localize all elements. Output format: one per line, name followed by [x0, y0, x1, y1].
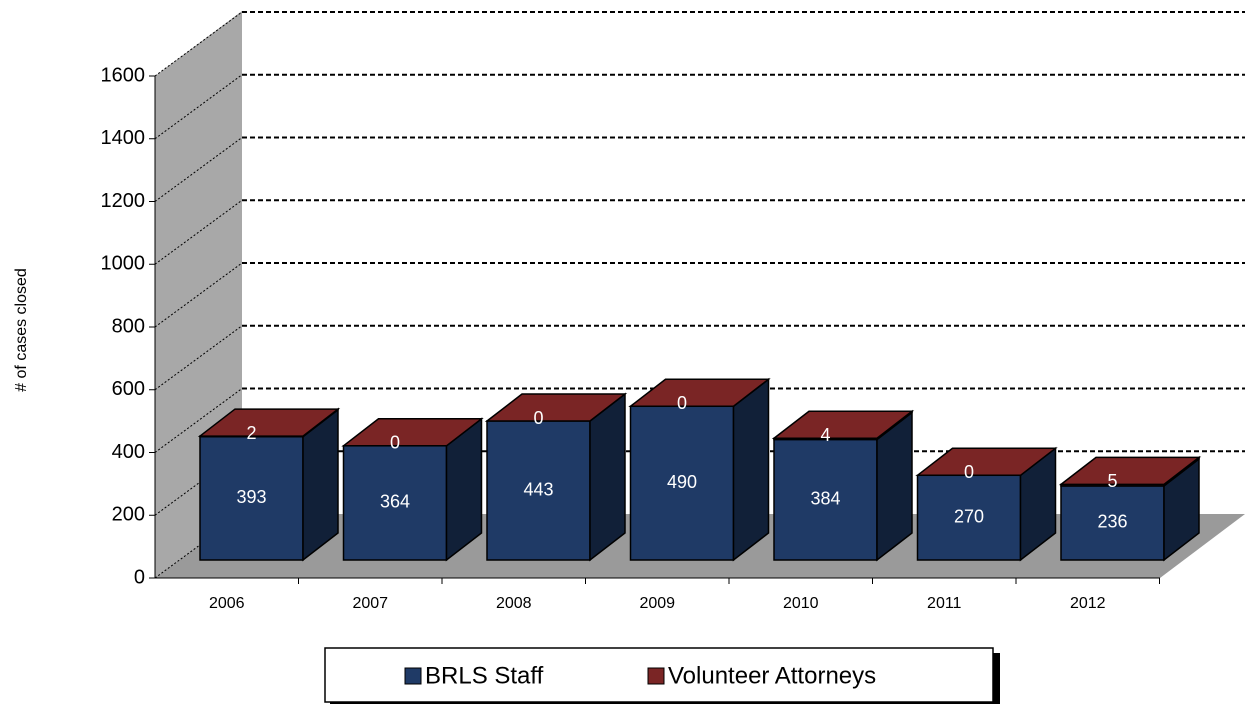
bar-top [484, 393, 628, 422]
x-tick-label: 2007 [352, 595, 388, 612]
legend-label: BRLS Staff [425, 662, 544, 689]
value-label: 393 [236, 487, 266, 507]
bar-front [342, 445, 448, 561]
value-label: 443 [523, 479, 553, 499]
x-tick-label: 2010 [783, 595, 819, 612]
value-label: 0 [533, 408, 543, 428]
legend-swatch [404, 667, 422, 685]
bar-top [197, 408, 341, 437]
bar-top [915, 447, 1058, 477]
x-tick-label: 2006 [209, 595, 245, 612]
y-axis-label: # of cases closed [13, 268, 30, 392]
value-label: 0 [677, 393, 687, 413]
x-tick-label: 2009 [639, 595, 675, 612]
value-label: 0 [390, 433, 400, 453]
value-label: 270 [954, 506, 984, 526]
y-tick-label: 200 [112, 504, 145, 526]
bar-front [773, 438, 878, 561]
value-label: 384 [810, 489, 840, 509]
y-tick-label: 0 [134, 566, 145, 588]
bar-front [486, 420, 591, 561]
x-tick-label: 2012 [1070, 595, 1106, 612]
value-label: 364 [380, 492, 410, 512]
legend-label: Volunteer Attorneys [668, 662, 876, 689]
value-label: 490 [667, 472, 697, 492]
bar-top [1058, 456, 1202, 486]
x-tick-label: 2008 [496, 595, 532, 612]
bar-top [628, 378, 771, 408]
y-tick-label: 1200 [101, 190, 146, 212]
value-label: 236 [1097, 512, 1127, 532]
bar-side [589, 392, 626, 562]
bar-front [1060, 485, 1165, 561]
bar-side [732, 377, 770, 562]
y-tick-label: 400 [112, 441, 145, 463]
y-tick-label: 1000 [101, 253, 146, 275]
bar-top [341, 418, 484, 447]
value-label: 0 [964, 462, 974, 482]
bar-top [771, 410, 915, 440]
value-label: 4 [820, 425, 830, 445]
y-tick-label: 600 [112, 378, 145, 400]
value-label: 2 [246, 423, 256, 443]
y-tick-label: 1400 [101, 127, 146, 149]
y-tick-label: 1600 [101, 64, 146, 86]
legend-swatch [647, 667, 665, 685]
x-tick-label: 2011 [927, 595, 962, 612]
y-tick-label: 800 [112, 315, 145, 337]
value-label: 5 [1107, 471, 1117, 491]
